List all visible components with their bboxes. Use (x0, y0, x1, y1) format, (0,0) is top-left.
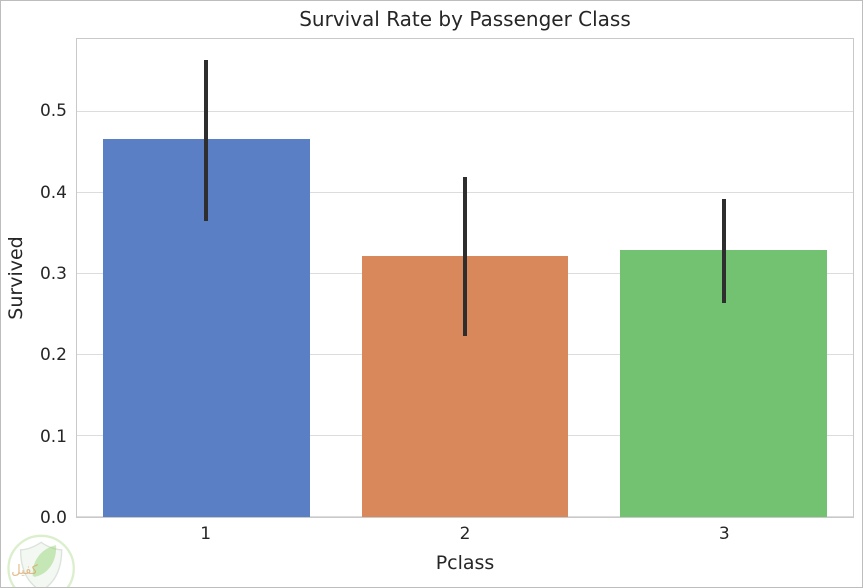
watermark-logo: كفيل (7, 534, 75, 587)
errorbar-pclass-1 (204, 60, 209, 222)
watermark-text: كفيل (11, 563, 38, 578)
chart-title: Survival Rate by Passenger Class (299, 7, 631, 31)
y-axis-ticks: 0.0 0.1 0.2 0.3 0.4 0.5 (1, 38, 67, 528)
y-tick-label: 0.2 (39, 345, 67, 366)
y-tick-label: 0.1 (39, 426, 67, 447)
x-tick-label: 3 (718, 524, 730, 544)
errorbar-pclass-2 (463, 176, 467, 336)
errorbar-pclass-3 (721, 198, 726, 304)
y-tick-label: 0.3 (39, 263, 67, 284)
gridline (77, 110, 853, 112)
bars-layer (77, 39, 853, 517)
x-axis-label: Pclass (435, 552, 495, 574)
x-axis-ticks: 1 2 3 (76, 521, 854, 547)
plot-area (76, 38, 854, 518)
x-tick-label: 2 (459, 524, 471, 544)
y-tick-label: 0.4 (39, 182, 67, 203)
watermark-leaf-icon (32, 545, 57, 577)
y-tick-label: 0.5 (39, 101, 67, 122)
x-tick-label: 1 (200, 524, 212, 544)
y-tick-label: 0.0 (39, 508, 67, 528)
watermark-shield-icon (19, 541, 63, 587)
